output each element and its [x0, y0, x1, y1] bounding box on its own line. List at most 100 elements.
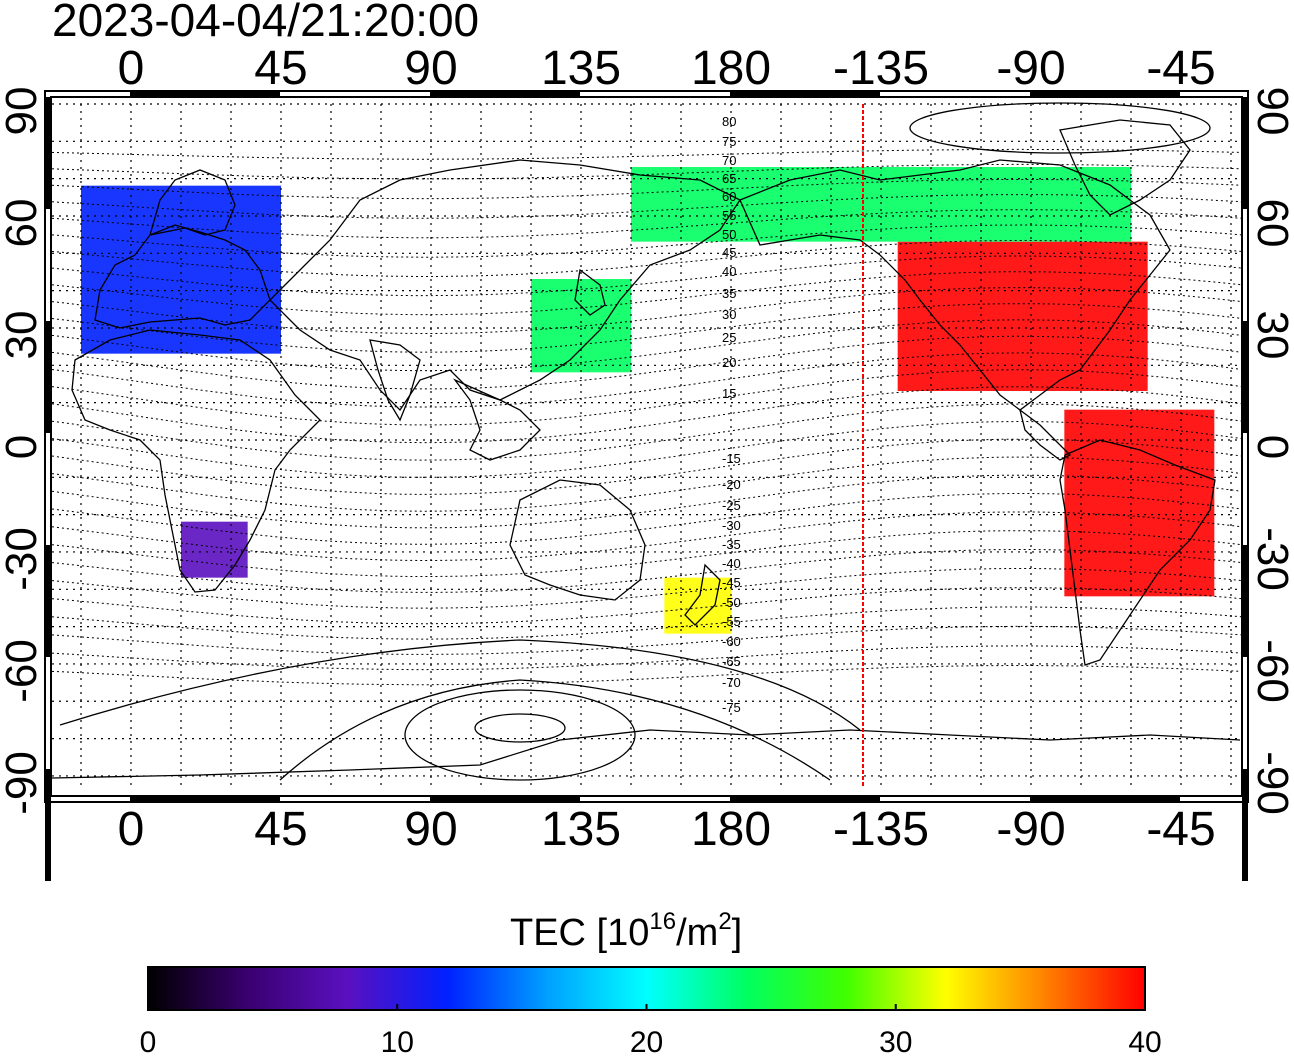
contour-label: 60 [722, 189, 736, 204]
coast-north-america [739, 159, 1171, 411]
contour-label: 35 [722, 286, 736, 301]
contour-label: -30 [722, 518, 741, 533]
mlat-contour [51, 303, 1242, 353]
mlat-contour [51, 493, 1242, 545]
contour-label: 20 [722, 355, 736, 370]
lat-right-label: 60 [1248, 199, 1294, 248]
plot-frame [50, 96, 1243, 797]
lon-bottom-label: 0 [118, 803, 145, 856]
lon-bottom-label: 90 [404, 803, 457, 856]
lat-left-label: 90 [0, 87, 46, 136]
coast-antarctica [51, 729, 1241, 779]
bottom-axis-bar [130, 796, 280, 802]
contour-label: -35 [722, 537, 741, 552]
left-axis-bar [45, 769, 51, 881]
mlat-contour [51, 148, 1242, 160]
tec-region-new-zealand [664, 577, 731, 634]
contour-label: 45 [722, 245, 736, 260]
lat-left-label: 60 [0, 199, 46, 248]
lon-top-label: 180 [691, 42, 771, 95]
colorbar-tick-label: 30 [879, 1026, 912, 1057]
north-contour [909, 102, 1211, 154]
lat-right-label: 30 [1248, 311, 1294, 360]
right-axis-bar [1242, 97, 1248, 209]
contour-label: 55 [722, 208, 736, 223]
lat-left-label: -30 [0, 527, 46, 591]
contour-label: -60 [722, 634, 741, 649]
south-contour-mid [404, 689, 636, 781]
mlat-contour [51, 224, 1242, 258]
colorbar-title: TEC [1016/m2] [510, 908, 742, 954]
lat-right-label: 90 [1248, 87, 1294, 136]
lon-top-label: 90 [404, 42, 457, 95]
contour-label: 70 [722, 153, 736, 168]
tec-region-south-america [1064, 409, 1215, 597]
top-axis-bar [730, 91, 880, 97]
coast-australia [509, 479, 646, 601]
lon-bottom-labels: 0 45 90 135 180 -135 -90 -45 [118, 803, 1216, 856]
mlat-contour [51, 511, 1242, 561]
contour-label: -70 [722, 675, 741, 690]
lat-right-label: 0 [1248, 435, 1294, 459]
mlat-contour [51, 287, 1242, 334]
mlat-contour [51, 271, 1242, 316]
mlat-contour [51, 319, 1242, 372]
lat-left-label: 0 [0, 435, 46, 459]
colorbar-tick-label: 40 [1128, 1026, 1161, 1057]
colorbar-ticks: 0 10 20 30 40 [140, 1004, 1162, 1057]
right-axis-bar [1242, 545, 1248, 657]
contour-label: -40 [722, 556, 741, 571]
lat-right-label: -60 [1248, 639, 1294, 703]
lon-top-label: 0 [118, 42, 145, 95]
auroral-contours [59, 102, 1211, 781]
contour-label: -25 [722, 498, 741, 513]
south-contour-outer [279, 679, 831, 781]
lon-top-label: -135 [833, 42, 929, 95]
coast-japan [574, 268, 606, 316]
lat-right-label: -90 [1248, 751, 1294, 815]
contour-label: 15 [722, 386, 736, 401]
mlat-contour [51, 352, 1242, 408]
top-axis-bar [130, 91, 280, 97]
lat-right-label: -30 [1248, 527, 1294, 591]
contour-label: -15 [722, 451, 741, 466]
contour-label: -20 [722, 477, 741, 492]
graticule [52, 103, 1242, 788]
left-axis-bar [45, 97, 51, 209]
mlat-contour [51, 369, 1242, 426]
lon-top-label: -90 [996, 42, 1065, 95]
contour-label: 75 [722, 134, 736, 149]
mlat-contour [51, 625, 1242, 655]
contour-label: -55 [722, 614, 741, 629]
coast-se-asia [452, 378, 541, 461]
coast-asia [269, 159, 741, 412]
lat-left-labels: 90 60 30 0 -30 -60 -90 [0, 87, 46, 815]
lon-bottom-label: -45 [1146, 803, 1215, 856]
contour-label: 50 [722, 227, 736, 242]
mlat-contour [51, 438, 1242, 495]
mlat-contour [51, 568, 1242, 609]
lon-bottom-label: 180 [691, 803, 771, 856]
coast-new-zealand [684, 563, 721, 626]
lon-bottom-label: 135 [541, 803, 621, 856]
coast-south-america [1059, 439, 1216, 666]
colorbar-tick-label: 20 [630, 1026, 663, 1057]
contour-label: -75 [722, 700, 741, 715]
lon-top-label: 135 [541, 42, 621, 95]
tec-region-south-africa [181, 521, 248, 578]
top-axis-bar [430, 91, 580, 97]
bottom-axis-bar [1030, 796, 1180, 802]
colorbar-tick-label: 10 [381, 1026, 414, 1057]
contour-label: -65 [722, 654, 741, 669]
right-axis-bar [1242, 769, 1248, 881]
contour-labels: 80 75 70 65 60 55 50 45 40 35 30 25 20 15 -15 -20 -25 -30… [722, 114, 741, 715]
mlat-contour [51, 194, 1242, 219]
right-axis-bar [1242, 321, 1248, 433]
mlat-contour [51, 163, 1242, 180]
mlat-contour [51, 209, 1242, 239]
lon-top-label: 45 [254, 42, 307, 95]
outer-frame [44, 90, 1249, 803]
contour-label: 25 [722, 330, 736, 345]
mlat-contour [51, 335, 1242, 390]
